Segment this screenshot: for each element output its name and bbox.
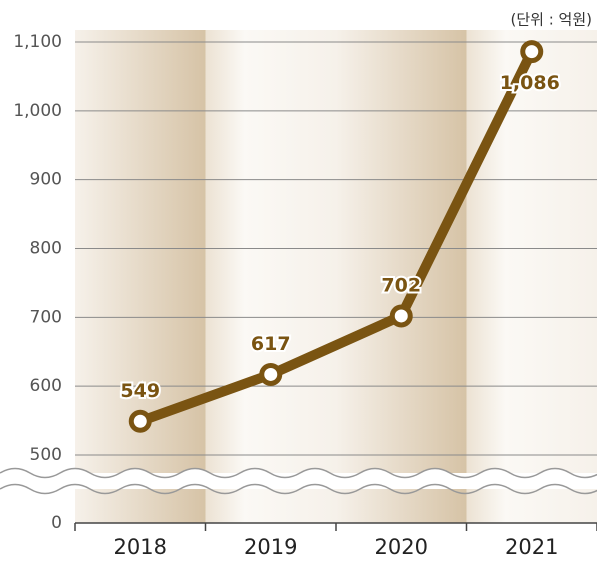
data-point	[520, 40, 544, 64]
unit-label: (단위 : 억원)	[511, 11, 593, 29]
column-band	[336, 30, 467, 523]
y-tick-label: 1,100	[13, 32, 62, 52]
x-tick-label: 2018	[114, 535, 167, 559]
axis-break-fill	[0, 473, 597, 489]
y-tick-label: 1,000	[13, 101, 62, 121]
axis-break-line	[0, 483, 597, 495]
x-tick-label: 2019	[244, 535, 297, 559]
data-label: 702	[381, 274, 421, 296]
data-label: 1,086	[500, 72, 560, 94]
data-point	[259, 362, 283, 386]
column-band	[75, 30, 206, 523]
y-tick-label: 900	[30, 170, 62, 190]
axis-break-line	[0, 467, 597, 479]
data-line	[138, 49, 537, 426]
data-label: 617	[251, 333, 291, 355]
x-tick-label: 2020	[375, 535, 428, 559]
y-tick-label: 700	[30, 307, 62, 327]
y-tick-label: 0	[51, 513, 62, 533]
column-band	[466, 30, 597, 523]
column-band	[205, 30, 336, 523]
data-label: 549	[120, 380, 160, 402]
y-tick-label: 800	[30, 239, 62, 259]
y-tick-label: 500	[30, 445, 62, 465]
x-tick-label: 2021	[505, 535, 558, 559]
y-tick-label: 600	[30, 376, 62, 396]
data-point	[389, 304, 413, 328]
data-point	[128, 409, 152, 433]
